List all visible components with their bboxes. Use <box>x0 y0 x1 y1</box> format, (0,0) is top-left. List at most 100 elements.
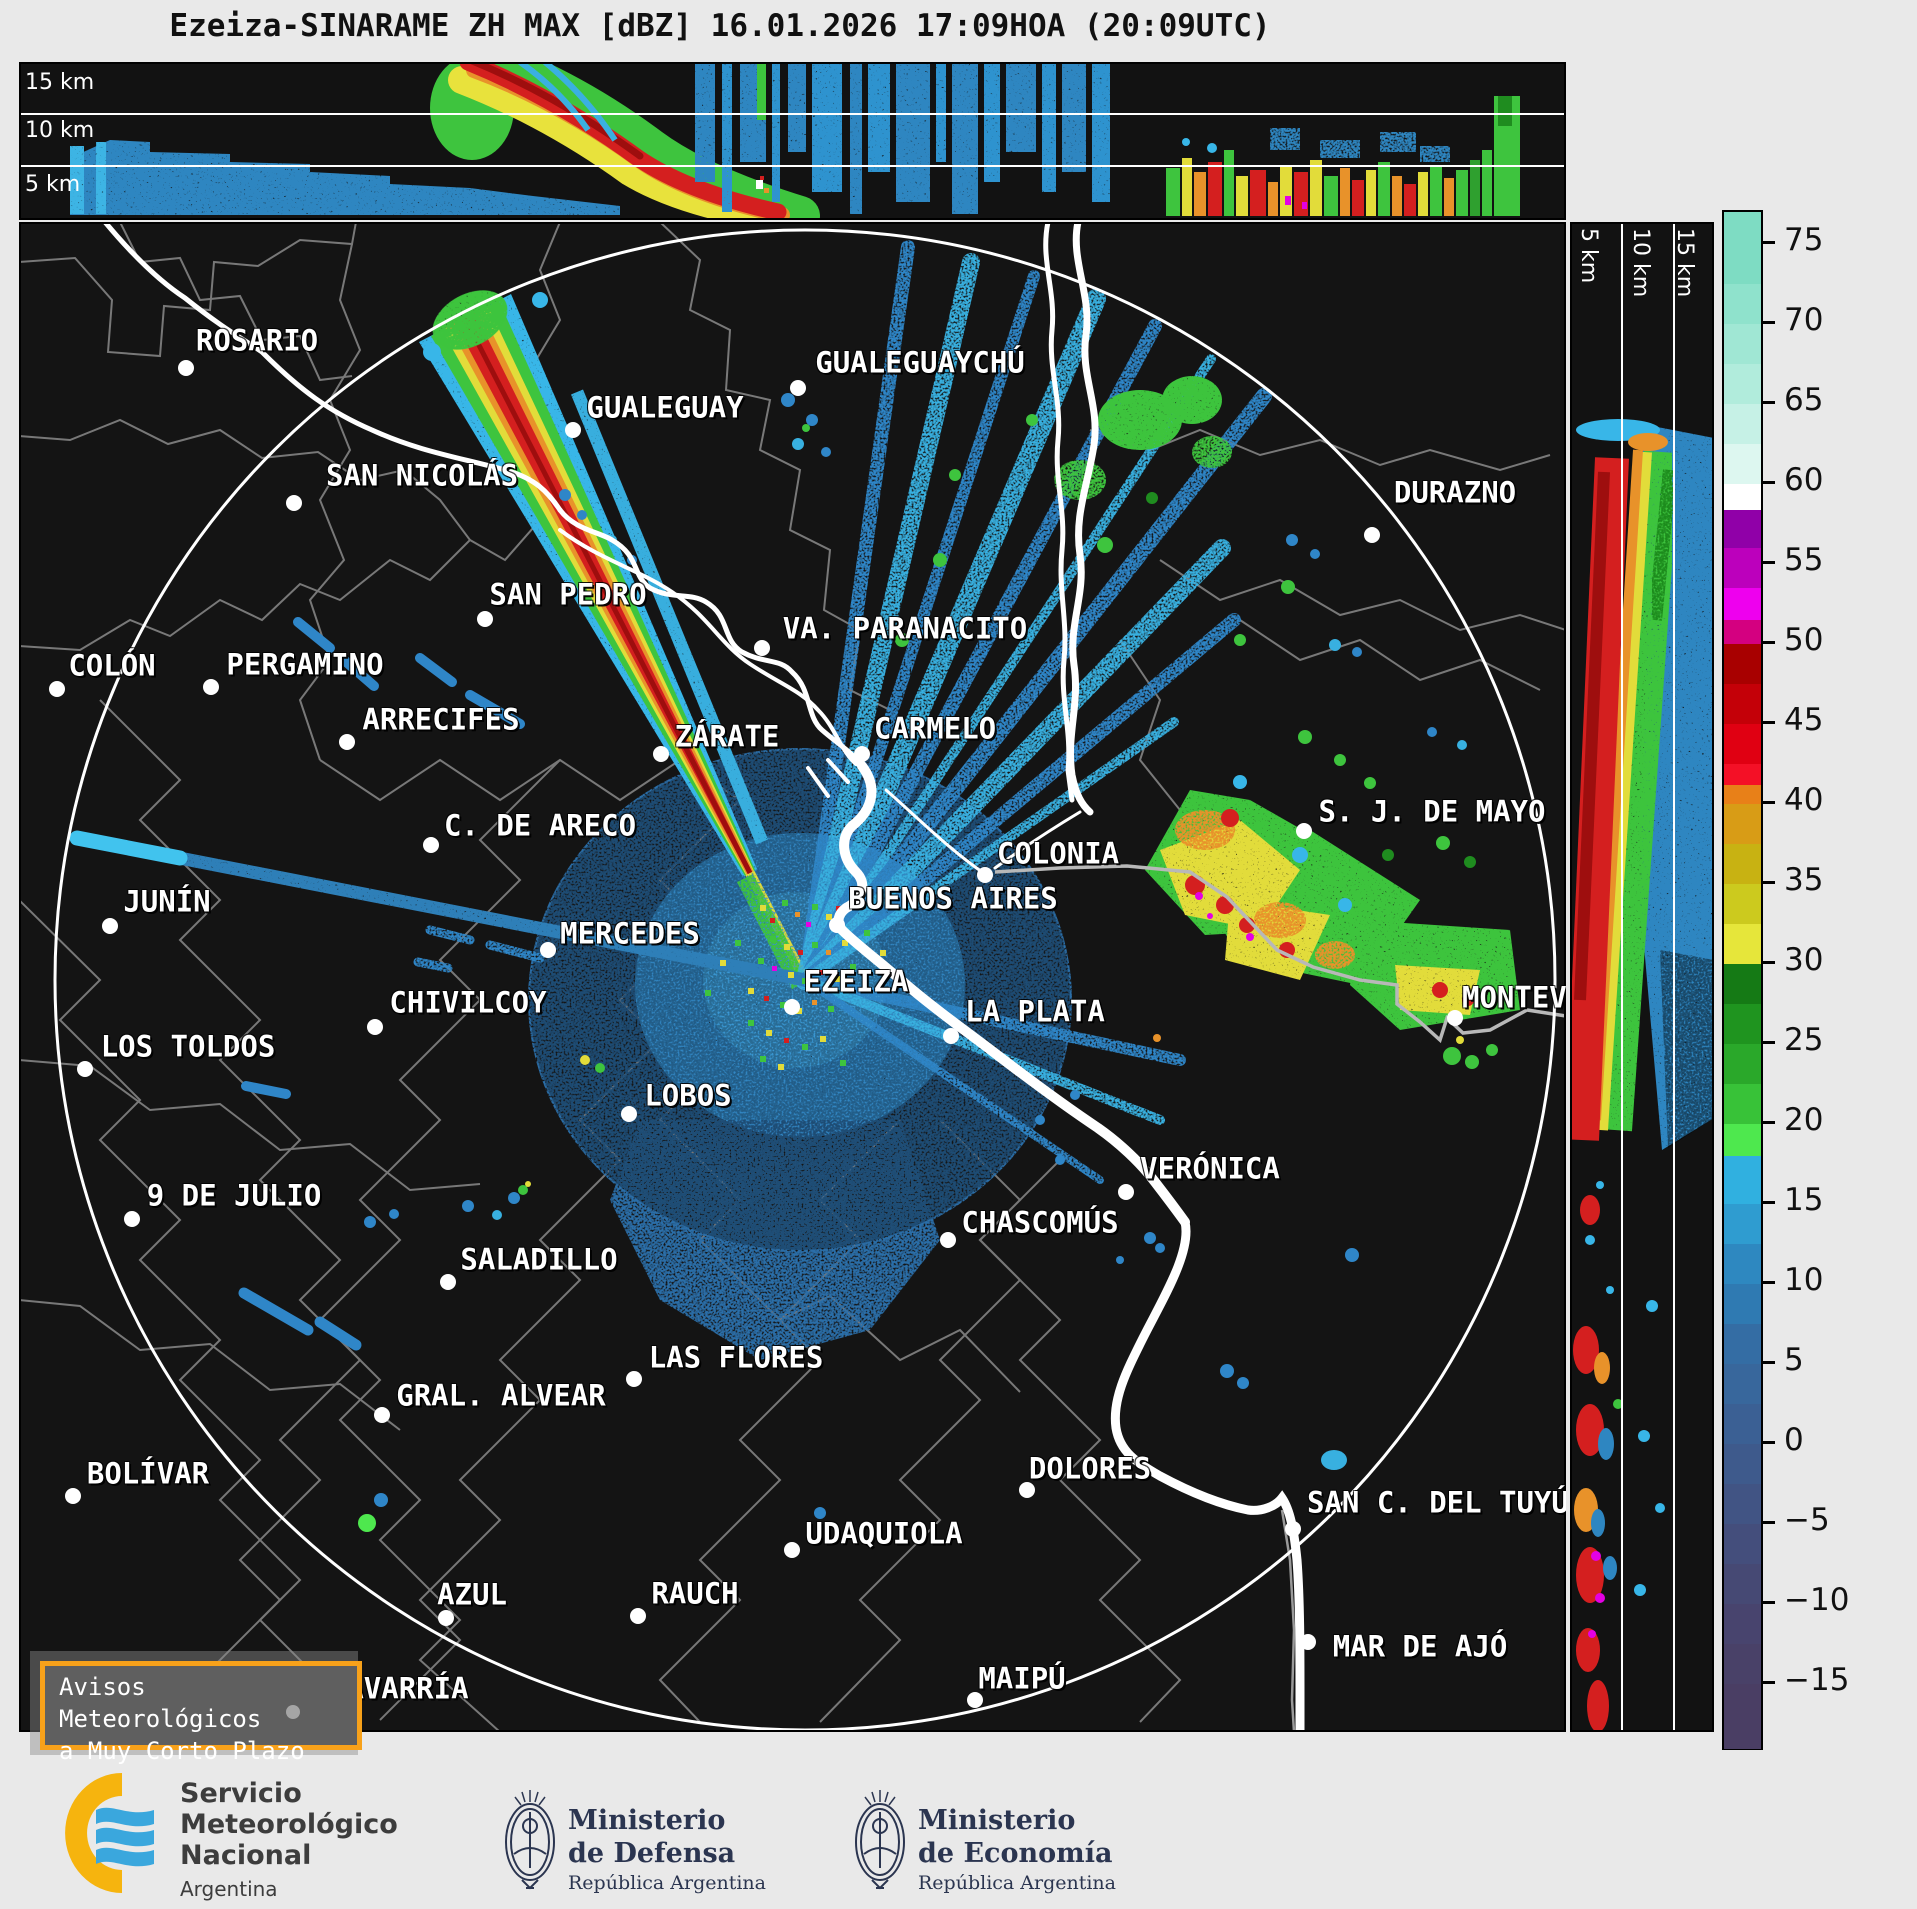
defensa-sub: República Argentina <box>568 1872 766 1894</box>
economia-line1: Ministerio <box>918 1805 1076 1836</box>
smn-line3: Nacional <box>180 1840 312 1871</box>
colorbar-segment <box>1724 1084 1761 1125</box>
colorbar-segment <box>1724 764 1761 786</box>
defensa-line1: Ministerio <box>568 1805 726 1836</box>
colorbar-tick-mark <box>1761 1041 1775 1044</box>
se-scattered-echoes <box>1035 1034 1359 1470</box>
colorbar-tick-label: 65 <box>1784 382 1824 419</box>
colorbar-segment <box>1724 1204 1761 1245</box>
colorbar-segment <box>1724 484 1761 511</box>
colorbar-segment <box>1724 444 1761 485</box>
right-panel-frame <box>1570 222 1714 1732</box>
smn-line2: Meteorológico <box>180 1809 398 1840</box>
nw-dotted-rays-echo <box>241 617 525 1099</box>
colorbar-segment <box>1724 1564 1761 1605</box>
colorbar-segment <box>1724 620 1761 645</box>
colorbar-tick-label: 60 <box>1784 462 1824 499</box>
colorbar-tick-label: −15 <box>1784 1662 1850 1699</box>
defensa-emblem-icon <box>505 1790 555 1890</box>
colorbar-segment <box>1724 324 1761 365</box>
alert-line-2: a Muy Corto Plazo <box>59 1737 305 1765</box>
right-cross-section <box>1570 222 1714 1732</box>
colorbar-segment <box>1724 284 1761 325</box>
uruguay-storm-echo <box>1145 730 1520 1069</box>
map-panel-frame <box>19 222 1566 1732</box>
nne-ray-fan-echo <box>795 240 1272 1184</box>
colorbar-segment <box>1724 1044 1761 1085</box>
colorbar-segment <box>1724 804 1761 845</box>
smn-sub: Argentina <box>180 1877 278 1901</box>
colorbar-segment <box>1724 1604 1761 1645</box>
footer: Servicio Meteorológico Nacional Argentin… <box>0 1756 1917 1909</box>
occluded-city-dot <box>286 1705 300 1719</box>
colorbar-segment <box>1724 1004 1761 1045</box>
colorbar-tick-mark <box>1761 1521 1775 1524</box>
colorbar-segment <box>1724 1684 1761 1749</box>
smn-line1: Servicio <box>180 1778 302 1809</box>
smn-logo-icon <box>65 1773 154 1893</box>
top-cross-section <box>19 62 1566 220</box>
colorbar-tick-label: 15 <box>1784 1182 1824 1219</box>
top-altitude-label: 5 km <box>25 172 81 197</box>
colorbar-tick-label: 20 <box>1784 1102 1824 1139</box>
colorbar-tick-label: 5 <box>1784 1342 1804 1379</box>
smn-logo-block: Servicio Meteorológico Nacional Argentin… <box>60 1756 480 1909</box>
economia-sub: República Argentina <box>918 1872 1116 1894</box>
colorbar-tick-mark <box>1761 721 1775 724</box>
colorbar-segment <box>1724 212 1761 285</box>
colorbar-tick-mark <box>1761 401 1775 404</box>
interference-beam-echo <box>419 290 810 990</box>
colorbar-segment <box>1724 1324 1761 1365</box>
top-altitude-label: 15 km <box>25 70 95 95</box>
colorbar-tick-label: 70 <box>1784 302 1824 339</box>
colorbar-segment <box>1724 588 1761 621</box>
colorbar-segment <box>1724 644 1761 685</box>
colorbar-tick-mark <box>1761 801 1775 804</box>
colorbar-segment <box>1724 1284 1761 1325</box>
alert-line-1: Avisos Meteorológicos <box>59 1673 262 1733</box>
colorbar-segment <box>1724 404 1761 445</box>
colorbar-segment <box>1724 784 1761 805</box>
colorbar-segment <box>1724 1444 1761 1485</box>
colorbar-tick-mark <box>1761 1681 1775 1684</box>
colorbar-segment <box>1724 1124 1761 1157</box>
colorbar-tick-label: 55 <box>1784 542 1824 579</box>
colorbar-tick-mark <box>1761 961 1775 964</box>
very-short-term-warnings-box[interactable]: Avisos Meteorológicos a Muy Corto Plazo <box>40 1661 362 1765</box>
colorbar-segment <box>1724 1484 1761 1525</box>
colorbar-segment <box>1724 844 1761 885</box>
colorbar-segment <box>1724 548 1761 589</box>
colorbar-tick-label: 50 <box>1784 622 1824 659</box>
colorbar-segment <box>1724 1156 1761 1205</box>
right-altitude-label: 10 km <box>1628 228 1653 298</box>
colorbar-tick-mark <box>1761 561 1775 564</box>
colorbar-tick-label: 35 <box>1784 862 1824 899</box>
colorbar-segment <box>1724 964 1761 1005</box>
uruguay-coastline <box>994 864 1566 1044</box>
colorbar-segment <box>1724 1244 1761 1285</box>
colorbar-tick-mark <box>1761 641 1775 644</box>
colorbar-tick-mark <box>1761 481 1775 484</box>
coast-barrier-line <box>1280 1509 1296 1732</box>
colorbar-segment <box>1724 684 1761 725</box>
colorbar-segment <box>1724 1524 1761 1565</box>
economia-logo-block: Ministerio de Economía República Argenti… <box>850 1756 1190 1909</box>
colorbar-segment <box>1724 509 1761 549</box>
colorbar-tick-label: 10 <box>1784 1262 1824 1299</box>
colorbar-tick-label: −5 <box>1784 1502 1830 1539</box>
colorbar-segment <box>1724 724 1761 765</box>
colorbar-tick-mark <box>1761 321 1775 324</box>
colorbar-segment <box>1724 1404 1761 1445</box>
colorbar-tick-mark <box>1761 1441 1775 1444</box>
rivers <box>102 222 1305 1732</box>
colorbar-tick-label: 30 <box>1784 942 1824 979</box>
colorbar-tick-label: −10 <box>1784 1582 1850 1619</box>
defensa-line2: de Defensa <box>568 1838 736 1869</box>
economia-line2: de Economía <box>918 1838 1113 1869</box>
colorbar <box>1722 210 1763 1750</box>
colorbar-tick-mark <box>1761 1281 1775 1284</box>
colorbar-tick-mark <box>1761 1601 1775 1604</box>
page-title: Ezeiza-SINARAME ZH MAX [dBZ] 16.01.2026 … <box>169 8 1271 44</box>
right-altitude-label: 15 km <box>1672 228 1697 298</box>
